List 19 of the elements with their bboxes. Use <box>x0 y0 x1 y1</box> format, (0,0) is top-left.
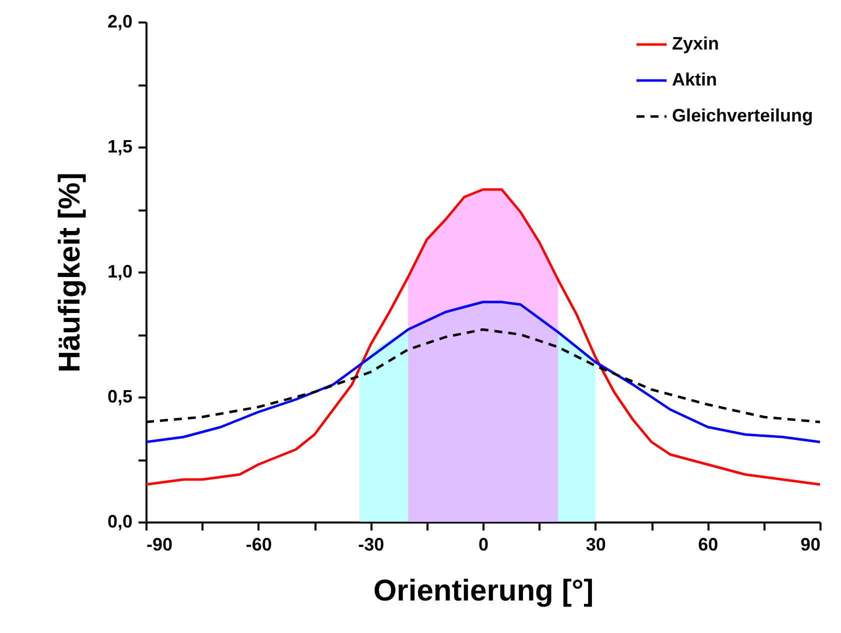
legend-label: Zyxin <box>672 34 720 54</box>
legend-label: Gleichverteilung <box>672 106 814 126</box>
x-tick-label: 30 <box>586 534 606 554</box>
x-tick-label: 0 <box>478 534 489 554</box>
x-tick-label: -90 <box>146 534 173 554</box>
x-tick-label: 60 <box>698 534 718 554</box>
y-tick-label: 1,5 <box>107 136 132 156</box>
x-axis-title: Orientierung [°] <box>373 574 594 608</box>
line-series <box>144 300 822 444</box>
legend-label: Aktin <box>672 70 717 90</box>
line-series <box>144 188 822 486</box>
y-tick-label: 0,5 <box>107 386 132 406</box>
x-tick-label: -30 <box>358 534 384 554</box>
y-tick-label: 1,0 <box>107 262 132 282</box>
x-tick-label: 90 <box>800 534 820 554</box>
y-tick-label: 0,0 <box>107 512 132 532</box>
y-tick-label: 2,0 <box>107 12 132 32</box>
y-axis-title: Häufigkeit [%] <box>53 172 86 373</box>
x-tick-label: -60 <box>246 534 272 554</box>
